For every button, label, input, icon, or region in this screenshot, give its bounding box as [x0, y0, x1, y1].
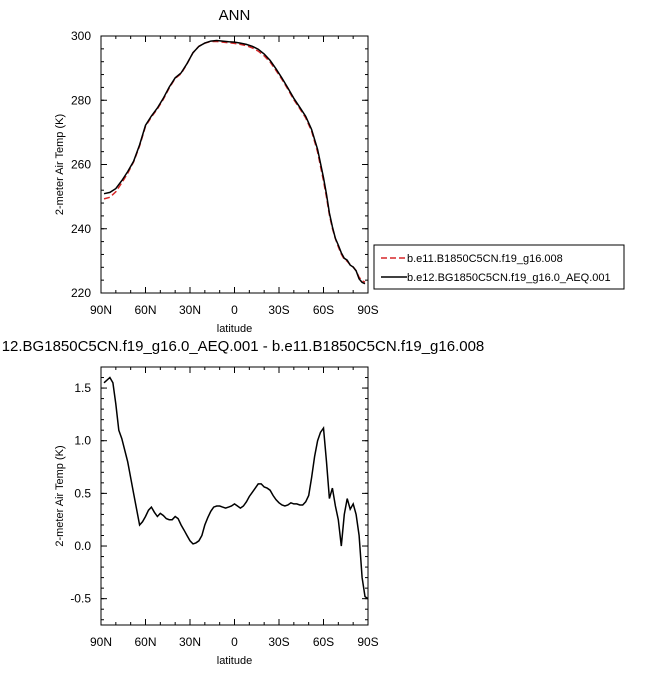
x-tick-label: 0: [231, 303, 238, 317]
x-tick-label: 90S: [357, 303, 378, 317]
y-tick-label: 220: [71, 286, 91, 300]
x-tick-label: 60S: [313, 303, 334, 317]
x-tick-label: 90S: [357, 635, 378, 649]
legend-entry-experiment: b.e12.BG1850C5CN.f19_g16.0_AEQ.001: [407, 272, 611, 284]
bottom-x-axis-label: latitude: [217, 655, 252, 667]
y-tick-label: 280: [71, 93, 91, 107]
bottom-chart-title: 12.BG1850C5CN.f19_g16.0_AEQ.001 - b.e11.…: [2, 338, 485, 355]
bottom-y-axis-label: 2-meter Air Temp (K): [54, 445, 66, 546]
legend-entry-control: b.e11.B1850C5CN.f19_g16.008: [407, 253, 563, 265]
y-tick-label: 260: [71, 158, 91, 172]
top-series-lines: [103, 39, 366, 285]
x-tick-label: 30S: [268, 635, 289, 649]
y-tick-label: 1.0: [74, 434, 91, 448]
top-x-axis-label: latitude: [217, 323, 252, 335]
y-tick-label: 300: [71, 29, 91, 43]
chart-legend: b.e11.B1850C5CN.f19_g16.008 b.e12.BG1850…: [373, 244, 625, 290]
x-tick-label: 60S: [313, 635, 334, 649]
x-tick-label: 90N: [90, 635, 112, 649]
x-tick-label: 30N: [179, 303, 201, 317]
x-tick-label: 60N: [134, 635, 156, 649]
top-y-axis-label: 2-meter Air Temp (K): [54, 114, 66, 215]
x-tick-label: 90N: [90, 303, 112, 317]
difference-series-line: [103, 376, 369, 600]
top-line-chart: ANN 90N 60N 30N 0 30S 60S 90S 220 240 260 280 300 l…: [54, 7, 379, 335]
y-tick-label: 1.5: [74, 381, 91, 395]
x-tick-label: 0: [231, 635, 238, 649]
x-tick-label: 30N: [179, 635, 201, 649]
top-plot-frame: [100, 35, 369, 294]
bottom-series-lines: [103, 376, 369, 600]
experiment-series-line: [103, 39, 366, 285]
bottom-line-chart: 12.BG1850C5CN.f19_g16.0_AEQ.001 - b.e11.…: [2, 338, 485, 667]
x-tick-label: 60N: [134, 303, 156, 317]
x-tick-label: 30S: [268, 303, 289, 317]
y-tick-label: 0.0: [74, 539, 91, 553]
control-series-line: [103, 40, 366, 283]
bottom-plot-frame: [100, 366, 369, 626]
y-tick-label: 0.5: [74, 486, 91, 500]
top-axis-ticks: 90N 60N 30N 0 30S 60S 90S 220 240 260 280 300: [71, 29, 379, 317]
legend-box: [373, 244, 625, 290]
y-tick-label: -0.5: [70, 592, 91, 606]
top-chart-title: ANN: [219, 7, 251, 24]
y-tick-label: 240: [71, 222, 91, 236]
bottom-axis-ticks: 90N 60N 30N 0 30S 60S 90S -0.5 0.0 0.5 1.0 1.5: [70, 366, 379, 649]
